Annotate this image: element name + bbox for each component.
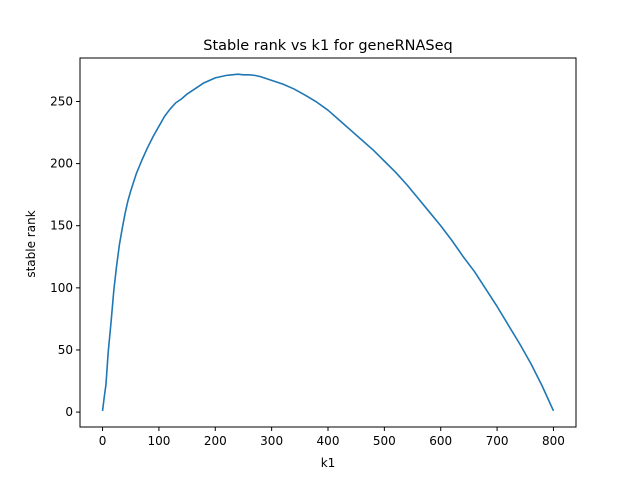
x-tick-label: 600 xyxy=(429,434,452,448)
x-axis-label: k1 xyxy=(321,456,336,470)
y-tick-label: 250 xyxy=(50,94,73,108)
plot-area xyxy=(101,73,555,412)
x-tick-label: 500 xyxy=(373,434,396,448)
y-axis: 0 50 100 150 200 250 xyxy=(50,94,80,419)
y-tick-label: 100 xyxy=(50,281,73,295)
plot-frame xyxy=(79,57,577,428)
x-tick-label: 300 xyxy=(260,434,283,448)
y-tick-label: 50 xyxy=(58,343,73,357)
y-tick-label: 200 xyxy=(50,157,73,171)
x-tick-label: 400 xyxy=(317,434,340,448)
x-tick-label: 200 xyxy=(204,434,227,448)
x-tick-label: 700 xyxy=(486,434,509,448)
chart-title: Stable rank vs k1 for geneRNASeq xyxy=(203,38,453,54)
x-tick-label: 100 xyxy=(147,434,170,448)
x-tick-label: 0 xyxy=(99,434,107,448)
x-tick-label: 800 xyxy=(542,434,565,448)
series-line-0 xyxy=(101,73,555,412)
y-tick-label: 150 xyxy=(50,219,73,233)
x-axis: 0 100 200 300 400 500 600 700 800 xyxy=(99,427,565,448)
y-tick-label: 0 xyxy=(65,405,73,419)
y-axis-label: stable rank xyxy=(24,210,38,277)
